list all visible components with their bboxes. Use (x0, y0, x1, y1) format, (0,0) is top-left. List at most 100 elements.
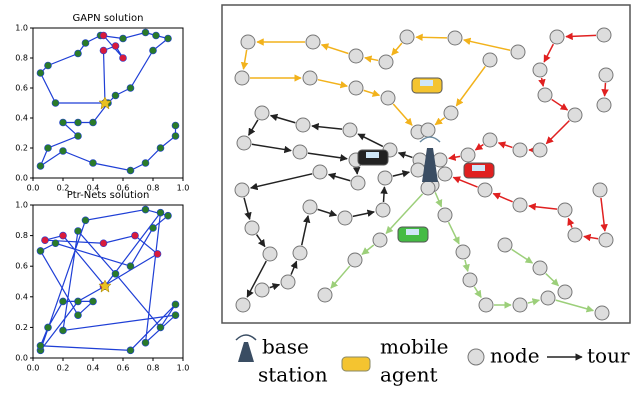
tour-arrow (565, 32, 597, 41)
node-point (111, 42, 120, 50)
node (240, 34, 256, 50)
tour-arrow (567, 217, 575, 228)
node (462, 272, 478, 288)
legend-label: base (262, 335, 309, 359)
plot-frame (32, 27, 184, 179)
node-point (81, 39, 90, 47)
node (512, 142, 528, 158)
y-tick-label: 0.4 (15, 292, 28, 301)
node-point (141, 338, 150, 347)
legend: base station mobile agent node tour (235, 334, 630, 387)
tour-arrow (583, 233, 599, 242)
node-point (152, 31, 160, 40)
legend-label: tour (587, 344, 630, 368)
node (532, 142, 548, 158)
red-car-window (472, 165, 485, 171)
node (594, 305, 610, 321)
node-point (149, 224, 157, 232)
node-point (171, 311, 180, 319)
yellow-car-window (420, 80, 433, 86)
tour-arrow (330, 265, 351, 289)
node (262, 246, 278, 262)
node-point (74, 297, 82, 306)
tour-arrow (392, 103, 413, 126)
tour-arrow (543, 43, 555, 63)
node (437, 207, 453, 223)
node-point (171, 300, 180, 309)
tour-arrow (363, 89, 381, 97)
node-point (164, 211, 172, 220)
legend-label: node (490, 344, 540, 368)
x-tick-label: 1.0 (177, 184, 190, 193)
tour-arrow (462, 259, 470, 272)
node-point (119, 34, 127, 43)
tour-arrow (600, 197, 608, 232)
node-point (44, 61, 52, 70)
tour-arrow (511, 248, 534, 264)
tour-arrow (290, 260, 298, 275)
node (348, 48, 364, 64)
tour-arrow (545, 272, 560, 287)
node-point (141, 28, 150, 37)
tour-arrow (251, 143, 292, 154)
y-tick-label: 0.8 (15, 231, 28, 240)
y-tick-label: 0.2 (15, 144, 28, 153)
tour-arrow (311, 122, 343, 131)
node-point (156, 208, 165, 217)
node (420, 122, 436, 138)
node-point (99, 46, 108, 55)
node-point (59, 118, 67, 127)
node-point (89, 159, 97, 167)
legend-label: mobile (380, 335, 448, 359)
node-point (153, 250, 162, 258)
node (447, 30, 463, 46)
y-tick-label: 0.6 (15, 84, 28, 93)
tour-arrow (448, 153, 461, 161)
node (302, 70, 318, 86)
tour-arrow (364, 55, 379, 63)
node (254, 282, 270, 298)
node (292, 245, 308, 261)
y-tick-label: 0.8 (15, 54, 28, 63)
node-point (156, 144, 165, 152)
node-point (59, 231, 67, 240)
tour-arrow (269, 113, 296, 124)
tour-arrow (492, 192, 513, 203)
tour-arrow (555, 299, 595, 313)
node-point (141, 205, 150, 214)
tour-arrow (250, 173, 313, 191)
node (280, 274, 296, 290)
node (410, 162, 426, 178)
node (460, 147, 476, 163)
tour-line (39, 31, 177, 172)
node-point (111, 91, 120, 100)
x-tick-label: 0.2 (57, 364, 70, 373)
depot-star (98, 279, 112, 293)
tour-arrow (397, 151, 413, 159)
x-tick-label: 0.6 (117, 364, 130, 373)
tour-arrow (601, 82, 609, 97)
y-tick-label: 0.0 (15, 354, 28, 363)
depot-star (98, 96, 112, 110)
y-tick-label: 0.4 (15, 114, 28, 123)
x-tick-label: 0.4 (87, 184, 100, 193)
tour-arrow (528, 203, 558, 211)
node-point (149, 46, 157, 55)
node-point (74, 49, 82, 58)
tour-arrow (327, 172, 351, 182)
node (420, 180, 436, 196)
diagram (234, 27, 614, 321)
green-car-window (406, 229, 419, 235)
chart-title: GAPN solution (73, 13, 144, 24)
node (592, 182, 608, 198)
node (567, 107, 583, 123)
node (532, 62, 548, 78)
tour-arrow (385, 193, 424, 234)
tour-arrow (455, 65, 486, 107)
black-car-window (366, 152, 379, 158)
tour-arrow (545, 120, 570, 145)
node (512, 297, 528, 313)
node-point (111, 270, 120, 278)
legend-signal-icon (235, 334, 257, 341)
tour-arrow (320, 43, 349, 55)
